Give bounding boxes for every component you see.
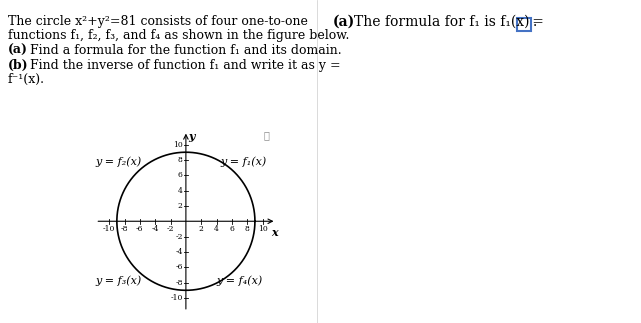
- Text: 10: 10: [173, 141, 183, 149]
- Text: y = f₁(x): y = f₁(x): [221, 156, 267, 167]
- Text: y = f₃(x): y = f₃(x): [96, 276, 142, 287]
- Text: -10: -10: [171, 294, 183, 302]
- Text: (a): (a): [8, 44, 28, 57]
- Text: 6: 6: [229, 225, 235, 233]
- Text: -4: -4: [176, 248, 183, 256]
- Text: 6: 6: [178, 171, 183, 179]
- Text: -6: -6: [176, 263, 183, 271]
- Text: 4: 4: [178, 187, 183, 194]
- Text: The formula for f₁ is f₁(x) =: The formula for f₁ is f₁(x) =: [354, 15, 544, 29]
- Text: y: y: [188, 131, 195, 142]
- Text: 2: 2: [199, 225, 204, 233]
- Text: Find the inverse of function f₁ and write it as y =: Find the inverse of function f₁ and writ…: [26, 58, 340, 71]
- Text: -2: -2: [167, 225, 174, 233]
- Text: Find a formula for the function f₁ and its domain.: Find a formula for the function f₁ and i…: [26, 44, 342, 57]
- Text: -10: -10: [103, 225, 115, 233]
- Bar: [517, 18, 531, 31]
- Text: (a): (a): [332, 15, 354, 29]
- Text: y = f₄(x): y = f₄(x): [217, 276, 263, 287]
- Text: (b): (b): [8, 58, 29, 71]
- Text: y = f₂(x): y = f₂(x): [96, 156, 142, 167]
- Text: 🔍: 🔍: [263, 130, 269, 140]
- Text: -4: -4: [151, 225, 159, 233]
- Text: -2: -2: [176, 233, 183, 241]
- Text: 10: 10: [258, 225, 267, 233]
- Text: .: .: [532, 15, 537, 29]
- Text: 2: 2: [178, 202, 183, 210]
- Text: 8: 8: [178, 156, 183, 164]
- Text: f⁻¹(x).: f⁻¹(x).: [8, 73, 45, 86]
- Text: functions f₁, f₂, f₃, and f₄ as shown in the figure below.: functions f₁, f₂, f₃, and f₄ as shown in…: [8, 29, 349, 43]
- Text: 8: 8: [245, 225, 250, 233]
- Text: 4: 4: [214, 225, 219, 233]
- Text: -8: -8: [176, 279, 183, 287]
- Text: x: x: [271, 227, 278, 238]
- Text: -8: -8: [121, 225, 128, 233]
- Text: The circle x²+y²=81 consists of four one-to-one: The circle x²+y²=81 consists of four one…: [8, 15, 308, 28]
- Text: -6: -6: [136, 225, 144, 233]
